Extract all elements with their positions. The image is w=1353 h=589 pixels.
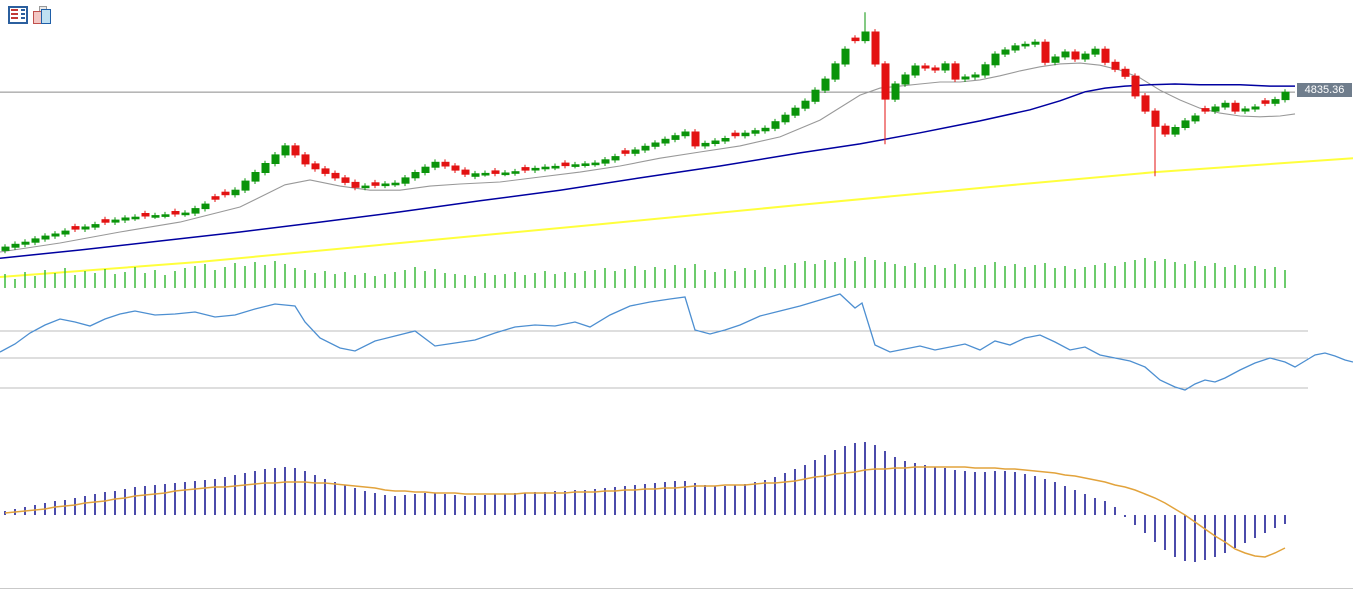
ma-navy: [0, 83, 1295, 259]
compare-view-button[interactable]: [32, 5, 52, 25]
table-view-button[interactable]: [7, 5, 28, 25]
table-icon-rows-red: [11, 9, 18, 19]
toolbar: [7, 5, 52, 25]
last-price-label: 4835.36: [1297, 83, 1352, 97]
oscillator-line: [0, 293, 1353, 391]
ma-gray: [0, 62, 1296, 253]
candles: [1, 12, 1290, 254]
volume-pane: [4, 257, 1286, 288]
price-pane: [0, 62, 1353, 278]
macd-pane: [4, 442, 1286, 562]
ma-yellow: [0, 157, 1353, 278]
compare-pages-icon: [32, 5, 52, 25]
compare-icon-blue-page: [41, 9, 51, 24]
table-view-icon: [8, 6, 28, 24]
table-icon-rows-blue: [21, 9, 25, 19]
oscillator-pane: [0, 293, 1353, 391]
macd-signal-line: [4, 466, 1286, 558]
